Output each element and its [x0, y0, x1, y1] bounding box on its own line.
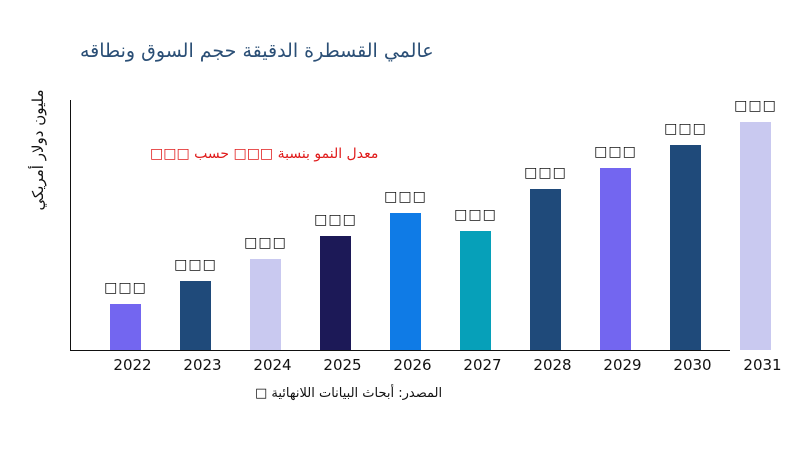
data-label-2027: □□□ — [454, 207, 497, 223]
x-tick-label: 2027 — [463, 356, 501, 374]
x-tick-label: 2030 — [673, 356, 711, 374]
data-label-2029: □□□ — [594, 144, 637, 160]
bar-2029 — [600, 168, 631, 350]
data-label-2028: □□□ — [524, 165, 567, 181]
x-tick-label: 2031 — [743, 356, 781, 374]
data-label-2025: □□□ — [314, 212, 357, 228]
x-tick-label: 2022 — [113, 356, 151, 374]
bar-2024 — [250, 259, 281, 350]
x-tick-label: 2024 — [253, 356, 291, 374]
x-tick-label: 2028 — [533, 356, 571, 374]
growth-annotation: معدل النمو بنسبة □□□ حسب □□□ — [150, 146, 379, 162]
bar-2026 — [390, 213, 421, 350]
bar-2027 — [460, 231, 491, 350]
data-label-2022: □□□ — [104, 280, 147, 296]
bar-2030 — [670, 145, 701, 350]
bar-2023 — [180, 281, 211, 350]
source-note: المصدر: أبحاث البيانات اللانهائية □ — [255, 386, 443, 401]
data-label-2026: □□□ — [384, 189, 427, 205]
data-label-2031: □□□ — [734, 98, 777, 114]
bar-2028 — [530, 189, 561, 350]
bar-2031 — [740, 122, 771, 350]
x-tick-label: 2029 — [603, 356, 641, 374]
data-label-2024: □□□ — [244, 235, 287, 251]
data-label-2030: □□□ — [664, 121, 707, 137]
data-label-2023: □□□ — [174, 257, 217, 273]
chart-title: عالمي القسطرة الدقيقة حجم السوق ونطاقه — [80, 40, 434, 62]
x-tick-label: 2026 — [393, 356, 431, 374]
bar-2022 — [110, 304, 141, 350]
bar-2025 — [320, 236, 351, 350]
x-tick-label: 2025 — [323, 356, 361, 374]
x-tick-label: 2023 — [183, 356, 221, 374]
